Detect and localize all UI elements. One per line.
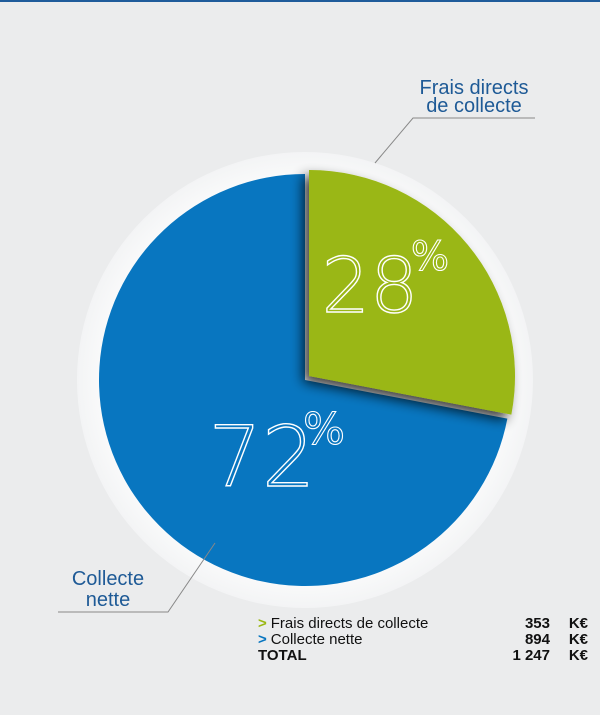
callout-collecte-line2: nette <box>86 589 130 611</box>
legend-unit-collecte: K€ <box>568 631 588 648</box>
pie-slice-frais <box>309 170 515 415</box>
callout-frais-line1: Frais directs <box>420 77 529 99</box>
legend-unit-frais: K€ <box>568 615 588 632</box>
percent-sign-frais: % <box>411 234 449 280</box>
callout-leader-collecte <box>58 542 216 613</box>
legend-value-frais: 353 <box>524 615 550 632</box>
top-accent-rule <box>0 0 600 2</box>
pie-slices <box>98 170 515 586</box>
legend-text-frais: Frais directs de collecte <box>270 615 429 632</box>
legend-arrow-icon: > <box>258 631 267 648</box>
legend-unit-total: K€ <box>568 647 588 664</box>
legend-row-total: TOTAL 1 247 K€ <box>258 648 588 664</box>
pie-slice-collecte <box>98 174 508 586</box>
percent-label-collecte: 72 <box>209 408 316 506</box>
legend-label-collecte: > Collecte nette <box>258 632 480 648</box>
legend-label-frais: > Frais directs de collecte <box>258 616 480 632</box>
legend-row-frais: > Frais directs de collecte 353 K€ <box>258 616 588 632</box>
legend-table: > Frais directs de collecte 353 K€ > Colle… <box>258 616 588 664</box>
callout-collecte-line1: Collecte <box>72 568 144 590</box>
legend-arrow-icon: > <box>258 615 267 632</box>
legend-value-collecte: 894 <box>524 631 550 648</box>
callout-leader-frais <box>374 117 535 164</box>
percent-labels: 28%72% <box>208 233 450 506</box>
callout-frais-line2: de collecte <box>426 95 522 117</box>
legend-label-total: TOTAL <box>258 647 307 664</box>
legend-row-collecte: > Collecte nette 894 K€ <box>258 632 588 648</box>
percent-sign-collecte: % <box>303 404 345 455</box>
percent-label-frais: 28 <box>322 241 419 330</box>
legend-text-collecte: Collecte nette <box>270 631 363 648</box>
legend-value-total: 1 247 <box>512 647 550 664</box>
